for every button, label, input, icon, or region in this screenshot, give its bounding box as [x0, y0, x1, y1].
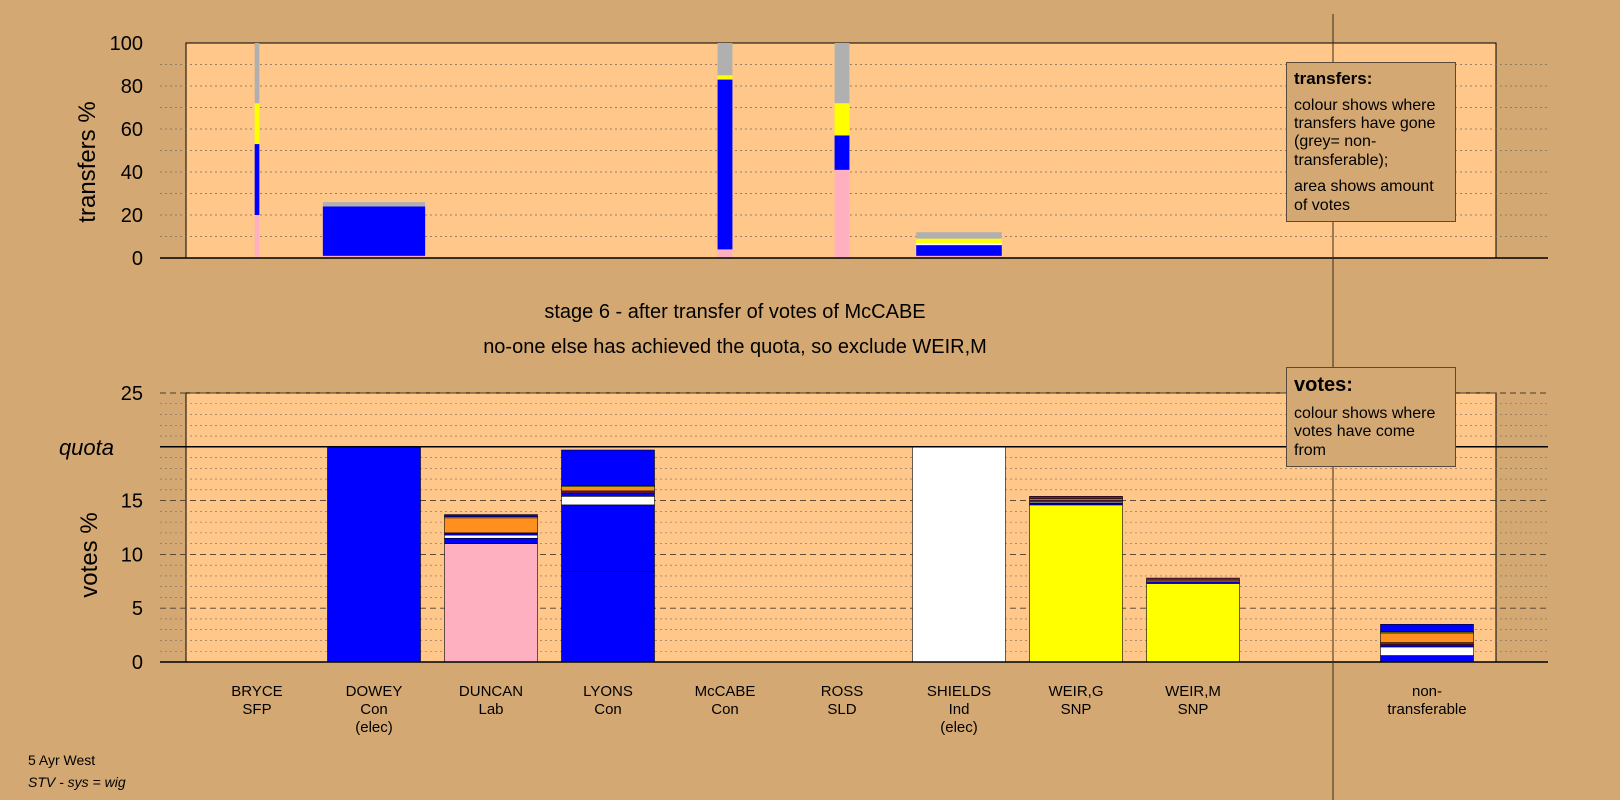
- transfers-bar-segment: [717, 79, 733, 250]
- votes-legend-text: colour shows where votes have come from: [1294, 405, 1436, 459]
- votes-bar-segment: [1380, 642, 1474, 646]
- candidate-label: BRYCE: [231, 683, 282, 700]
- votes-bar-segment: [1380, 646, 1474, 656]
- transfers-y-tick-label: 40: [121, 162, 143, 184]
- votes-bar-segment: [1146, 583, 1240, 663]
- transfers-chart: 0 20 40 60 80 100 transfers %: [74, 33, 1548, 270]
- votes-bar-segment: [444, 543, 538, 663]
- transfers-bar-segment: [834, 43, 850, 104]
- transfers-y-tick-label: 80: [121, 76, 143, 98]
- candidate-label: SHIELDS: [927, 683, 991, 700]
- votes-bar-segment: [561, 495, 655, 506]
- votes-y-tick-label: 15: [121, 491, 143, 513]
- ward-name: 5 Ayr West: [28, 752, 96, 768]
- transfers-y-tick-label: 60: [121, 119, 143, 141]
- transfers-bar-segment: [717, 249, 733, 258]
- transfers-bar-segment: [717, 43, 733, 76]
- candidate-label: LYONS: [583, 683, 633, 700]
- transfers-bar-segment: [916, 255, 1002, 258]
- transfers-bar-segment: [834, 135, 850, 170]
- candidate-label: Ind: [949, 701, 970, 718]
- transfers-bar-segment: [254, 215, 260, 258]
- votes-bar-segment: [444, 534, 538, 539]
- transfers-y-tick-label: 20: [121, 205, 143, 227]
- votes-bar-segment: [444, 532, 538, 536]
- candidate-label: DOWEY: [346, 683, 403, 700]
- transfers-bar-segment: [834, 169, 850, 258]
- nontransferable-label: non-: [1412, 683, 1442, 700]
- candidate-label: ROSS: [821, 683, 864, 700]
- transfers-bar-segment: [916, 242, 1002, 246]
- transfers-y-tick-label: 100: [110, 33, 143, 55]
- voting-system: STV - sys = wig: [28, 774, 126, 790]
- votes-y-tick-label: 5: [132, 598, 143, 620]
- votes-bar-segment: [912, 446, 1006, 663]
- transfers-bar-segment: [322, 255, 426, 258]
- votes-bar-segment: [1029, 504, 1123, 663]
- action-description: no-one else has achieved the quota, so e…: [483, 336, 987, 358]
- candidate-label: WEIR,G: [1049, 683, 1104, 700]
- votes-bar-segment: [1380, 632, 1474, 643]
- candidate-label: (elec): [940, 719, 978, 736]
- transfers-legend-text-1: colour shows where transfers have gone (…: [1294, 96, 1436, 169]
- votes-bar-segment: [561, 486, 655, 492]
- candidate-label: McCABE: [695, 683, 756, 700]
- votes-y-tick-label: 10: [121, 544, 143, 566]
- votes-bar-segment: [561, 490, 655, 494]
- candidate-label: Lab: [478, 701, 503, 718]
- candidate-label: SNP: [1178, 701, 1209, 718]
- candidate-label: Con: [711, 701, 739, 718]
- votes-legend: votes: colour shows where votes have com…: [1286, 367, 1456, 468]
- votes-bar-segment: [444, 537, 538, 544]
- transfers-bar-segment: [254, 144, 260, 215]
- votes-y-tick-label: 25: [121, 383, 143, 405]
- candidate-label: SNP: [1061, 701, 1092, 718]
- votes-bar-segment: [561, 492, 655, 497]
- transfers-bar-segment: [254, 43, 260, 104]
- transfers-y-axis-label: transfers %: [74, 101, 101, 222]
- transfers-legend: transfers: colour shows where transfers …: [1286, 62, 1456, 222]
- transfers-bar-segment: [254, 103, 260, 145]
- transfers-bar-segment: [717, 75, 733, 80]
- transfers-y-tick-label: 0: [132, 248, 143, 270]
- candidate-label: WEIR,M: [1165, 683, 1221, 700]
- transfers-bar-segment: [322, 206, 426, 256]
- candidate-label: SFP: [242, 701, 271, 718]
- transfers-bar-segment: [916, 245, 1002, 256]
- votes-legend-title: votes:: [1294, 374, 1353, 396]
- votes-bar-segment: [444, 517, 538, 534]
- votes-bar-segment: [561, 571, 655, 663]
- transfers-legend-text-2: area shows amount of votes: [1294, 178, 1434, 214]
- candidate-label: (elec): [355, 719, 393, 736]
- votes-bar-segment: [1380, 644, 1474, 648]
- candidate-label: Con: [360, 701, 388, 718]
- stage-description: stage 6 - after transfer of votes of McC…: [544, 301, 925, 323]
- votes-bar-segment: [1029, 495, 1123, 499]
- transfers-bar-segment: [916, 232, 1002, 239]
- votes-bar-segment: [1146, 577, 1240, 581]
- nontransferable-label: transferable: [1387, 701, 1466, 718]
- votes-y-axis-label: votes %: [76, 512, 103, 597]
- votes-y-tick-label: 0: [132, 652, 143, 674]
- transfers-legend-title: transfers:: [1294, 69, 1373, 88]
- votes-bar-segment: [444, 514, 538, 518]
- votes-bar-segment: [561, 449, 655, 486]
- votes-bar-segment: [327, 446, 421, 663]
- votes-bar-segment: [1029, 499, 1123, 503]
- candidate-label: DUNCAN: [459, 683, 523, 700]
- votes-bar-segment: [1380, 624, 1474, 633]
- candidate-label: SLD: [827, 701, 856, 718]
- votes-bar-segment: [561, 504, 655, 572]
- transfers-bar-segment: [916, 238, 1002, 243]
- candidate-label: Con: [594, 701, 622, 718]
- transfers-bar-segment: [322, 202, 426, 207]
- votes-bar-segment: [1380, 655, 1474, 663]
- transfers-bar-segment: [834, 103, 850, 136]
- quota-label: quota: [59, 435, 114, 460]
